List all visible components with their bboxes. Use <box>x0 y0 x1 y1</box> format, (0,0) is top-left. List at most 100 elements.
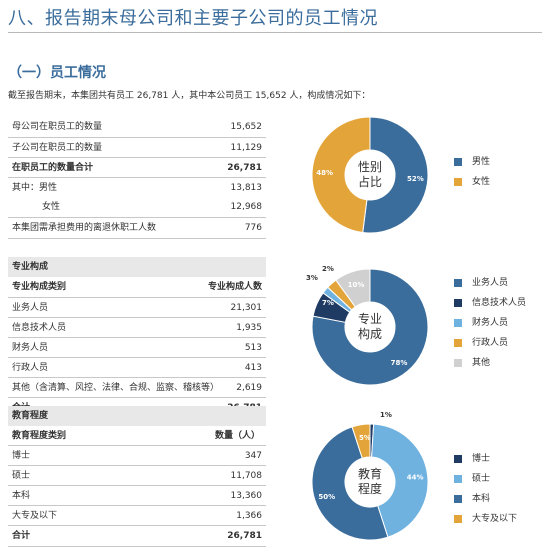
legend-swatch <box>454 495 462 503</box>
center-label: 性别 <box>358 160 382 174</box>
table-row: 业务人员 21,301 <box>8 297 266 318</box>
slice-2 <box>371 423 429 538</box>
table-row: 大专及以下 1,366 <box>8 505 266 526</box>
row-value: 13,813 <box>230 183 263 193</box>
row-value: 1,935 <box>236 323 262 333</box>
table-header: 教育程度 <box>8 406 266 426</box>
row-label: 母公司在职员工的数量 <box>12 122 103 132</box>
table-row: 硕士 11,708 <box>8 465 266 486</box>
legend-label: 本科 <box>472 494 491 504</box>
legend-swatch <box>454 158 462 166</box>
legend-label: 业务人员 <box>472 278 509 288</box>
section-title: （一）员工情况 <box>8 65 106 81</box>
row-value: 21,301 <box>230 303 263 313</box>
legend-swatch <box>454 319 462 327</box>
row-label: 行政人员 <box>12 363 49 373</box>
legend-swatch <box>454 178 462 186</box>
education-donut-chart: 1% 44% 50% 5% 教育程度 <box>311 411 429 541</box>
profession-donut-chart: 78% 7% 2% 3% 10% 专业构成 <box>306 265 429 386</box>
row-value: 347 <box>244 451 262 461</box>
center-label: 教育 <box>358 466 382 481</box>
table-row: 博士 347 <box>8 445 266 466</box>
title-divider <box>8 32 542 33</box>
slice-label: 3% <box>306 274 318 282</box>
col-header-label: 专业构成类别 <box>12 282 67 292</box>
slice-label: 52% <box>407 175 424 183</box>
row-value: 13,360 <box>230 491 263 501</box>
legend-swatch <box>454 299 462 307</box>
row-label: 信息技术人员 <box>12 323 67 333</box>
legend-label: 硕士 <box>472 474 491 484</box>
table-row: 信息技术人员 1,935 <box>8 317 266 338</box>
row-label: 其他（含清算、风控、法律、合规、监察、稽核等） <box>12 383 220 393</box>
legend-label: 女性 <box>472 177 491 187</box>
row-value: 776 <box>244 223 262 233</box>
table-col-headers: 教育程度类别 数量（人） <box>8 426 266 446</box>
slice-label: 50% <box>318 493 335 501</box>
table-row: 本集团需承担费用的离退休职工人数 776 <box>8 217 266 239</box>
center-label: 构成 <box>358 326 382 341</box>
row-value: 11,129 <box>230 143 263 153</box>
slice-1 <box>362 116 429 234</box>
legend-label: 信息技术人员 <box>472 298 527 308</box>
slice-label: 78% <box>391 359 408 367</box>
table-row: 其中：男性 13,813 <box>8 177 266 198</box>
center-label: 占比 <box>358 174 382 189</box>
row-label: 女性 <box>42 202 61 212</box>
table-row: 女性 12,968 <box>8 197 266 217</box>
row-value: 11,708 <box>230 471 263 481</box>
donut-hole <box>346 151 394 199</box>
legend-swatch <box>454 359 462 367</box>
legend-label: 其他 <box>472 358 491 368</box>
intro-text: 截至报告期末，本集团共有员工 26,781 人，其中本公司员工 15,652 人… <box>8 91 371 101</box>
legend-label: 财务人员 <box>472 318 509 328</box>
table-row: 行政人员 413 <box>8 357 266 378</box>
slice-label: 48% <box>316 169 333 177</box>
slice-5 <box>335 268 371 308</box>
row-label: 其中：男性 <box>12 183 58 193</box>
row-value: 413 <box>244 363 262 373</box>
legend-swatch <box>454 339 462 347</box>
table-row-total: 合计 26,781 <box>8 525 266 547</box>
slice-label: 44% <box>407 473 424 481</box>
row-label: 大专及以下 <box>12 511 58 521</box>
legend-label: 行政人员 <box>472 338 509 348</box>
row-value: 15,652 <box>230 122 263 132</box>
row-label: 财务人员 <box>12 343 49 353</box>
table-header: 专业构成 <box>8 257 266 277</box>
row-value: 26,781 <box>227 163 262 173</box>
row-label: 合计 <box>12 531 31 541</box>
table-row: 子公司在职员工的数量 11,129 <box>8 137 266 158</box>
row-label: 在职员工的数量合计 <box>12 163 94 173</box>
row-value: 12,968 <box>230 202 263 212</box>
legend-swatch <box>454 515 462 523</box>
slice-3 <box>311 426 389 541</box>
col-header-label: 教育程度类别 <box>12 431 67 441</box>
slice-2 <box>311 116 371 234</box>
legend-swatch <box>454 455 462 463</box>
table-row: 其他（含清算、风控、法律、合规、监察、稽核等） 2,619 <box>8 377 266 398</box>
col-header-value: 数量（人） <box>214 431 260 441</box>
row-label: 硕士 <box>12 471 31 481</box>
table-row: 财务人员 513 <box>8 337 266 358</box>
col-header-value: 专业构成人数 <box>207 282 262 292</box>
row-value: 1,366 <box>236 511 262 521</box>
table-header-label: 专业构成 <box>12 262 49 272</box>
legend-swatch <box>454 475 462 483</box>
legend-label: 大专及以下 <box>472 514 518 524</box>
donut-hole <box>346 303 394 351</box>
slice-label: 2% <box>322 265 334 273</box>
row-value: 2,619 <box>236 383 262 393</box>
table-row: 母公司在职员工的数量 15,652 <box>8 117 266 137</box>
row-label: 本集团需承担费用的离退休职工人数 <box>12 223 157 233</box>
row-value: 26,781 <box>227 531 262 541</box>
row-label: 博士 <box>12 451 31 461</box>
slice-label: 5% <box>359 434 371 442</box>
legend-label: 男性 <box>472 157 491 167</box>
table-row-total: 在职员工的数量合计 26,781 <box>8 157 266 178</box>
table-row: 本科 13,360 <box>8 485 266 506</box>
slice-4 <box>351 423 371 459</box>
legend-label: 博士 <box>472 454 491 464</box>
center-label: 程度 <box>358 481 382 496</box>
